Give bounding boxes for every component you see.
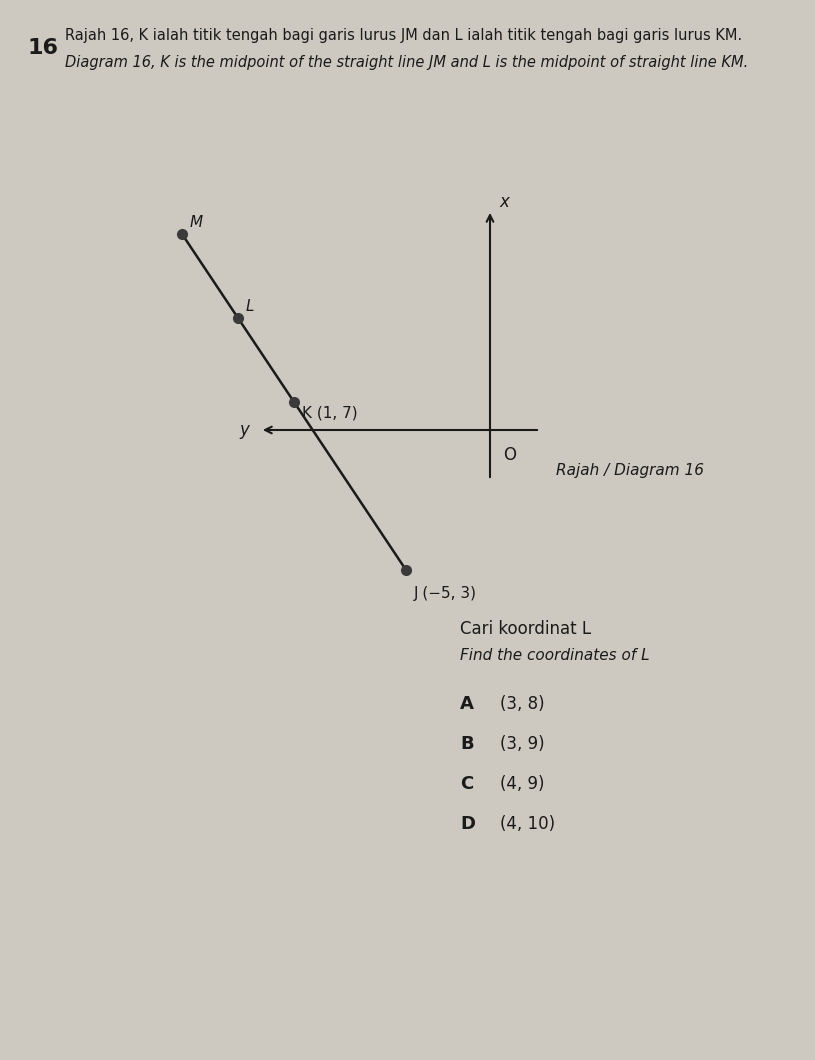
Text: D: D xyxy=(460,815,475,833)
Text: (4, 10): (4, 10) xyxy=(500,815,555,833)
Text: (4, 9): (4, 9) xyxy=(500,775,544,793)
Text: J (−5, 3): J (−5, 3) xyxy=(414,586,477,601)
Text: (3, 8): (3, 8) xyxy=(500,695,544,713)
Text: 16: 16 xyxy=(28,38,59,58)
Text: C: C xyxy=(460,775,474,793)
Text: Find the coordinates of L: Find the coordinates of L xyxy=(460,648,650,662)
Text: K (1, 7): K (1, 7) xyxy=(302,406,358,421)
Text: A: A xyxy=(460,695,474,713)
Text: y: y xyxy=(239,421,249,439)
Text: L: L xyxy=(246,299,254,314)
Text: Diagram 16, K is the midpoint of the straight line JM and L is the midpoint of s: Diagram 16, K is the midpoint of the str… xyxy=(65,55,748,70)
Text: Cari koordinat L: Cari koordinat L xyxy=(460,620,591,638)
Text: M: M xyxy=(190,215,203,230)
Text: Rajah / Diagram 16: Rajah / Diagram 16 xyxy=(556,462,704,477)
Text: (3, 9): (3, 9) xyxy=(500,735,544,753)
Text: O: O xyxy=(503,446,516,464)
Text: B: B xyxy=(460,735,474,753)
Text: Rajah 16, K ialah titik tengah bagi garis lurus JM dan L ialah titik tengah bagi: Rajah 16, K ialah titik tengah bagi gari… xyxy=(65,28,742,43)
Text: x: x xyxy=(499,193,509,211)
